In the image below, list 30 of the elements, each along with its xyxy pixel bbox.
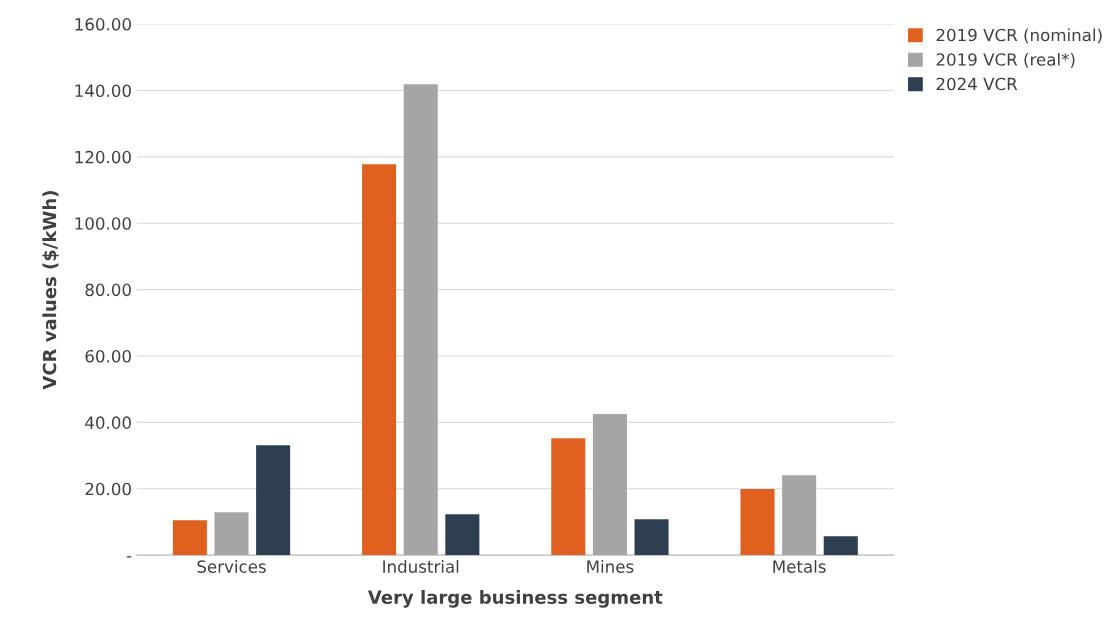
bar <box>172 520 207 556</box>
y-tick-label: 80.00 <box>85 283 131 297</box>
y-tick-label: 20.00 <box>85 482 131 496</box>
bar <box>551 438 586 556</box>
legend-label: 2019 VCR (nominal) <box>936 28 1102 44</box>
x-tick-label: Metals <box>773 560 826 573</box>
y-tick-label: 40.00 <box>85 416 131 429</box>
legend-label: 2019 VCR (real*) <box>936 52 1075 68</box>
y-tick-label: 120.00 <box>75 150 131 164</box>
bar <box>823 536 858 556</box>
bar <box>592 414 627 556</box>
bar <box>634 519 669 556</box>
y-tick-label: 100.00 <box>75 217 131 230</box>
bar <box>362 164 397 556</box>
x-tick-label: Industrial <box>383 560 459 573</box>
x-tick-label: Services <box>197 560 266 573</box>
y-tick-label: 160.00 <box>75 18 131 31</box>
x-tick-label: Mines <box>587 560 634 573</box>
y-tick-label: - <box>126 556 132 558</box>
y-tick-label: 60.00 <box>85 349 131 363</box>
bar <box>256 445 291 556</box>
y-tick-label: 140.00 <box>75 84 131 98</box>
bar <box>445 514 480 556</box>
legend-label: 2024 VCR <box>936 77 1018 91</box>
y-axis-title: VCR values ($/kWh) <box>42 191 59 390</box>
bar <box>740 489 775 556</box>
bar <box>782 475 817 556</box>
bar <box>403 84 438 556</box>
bar <box>214 512 249 556</box>
x-axis-title: Very large business segment <box>367 590 663 608</box>
